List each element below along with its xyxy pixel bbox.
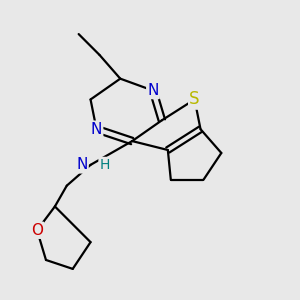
Text: N: N [147,83,159,98]
Text: N: N [91,122,102,137]
Text: H: H [100,158,110,172]
Text: O: O [31,223,43,238]
Text: N: N [76,158,88,172]
Text: S: S [189,91,200,109]
